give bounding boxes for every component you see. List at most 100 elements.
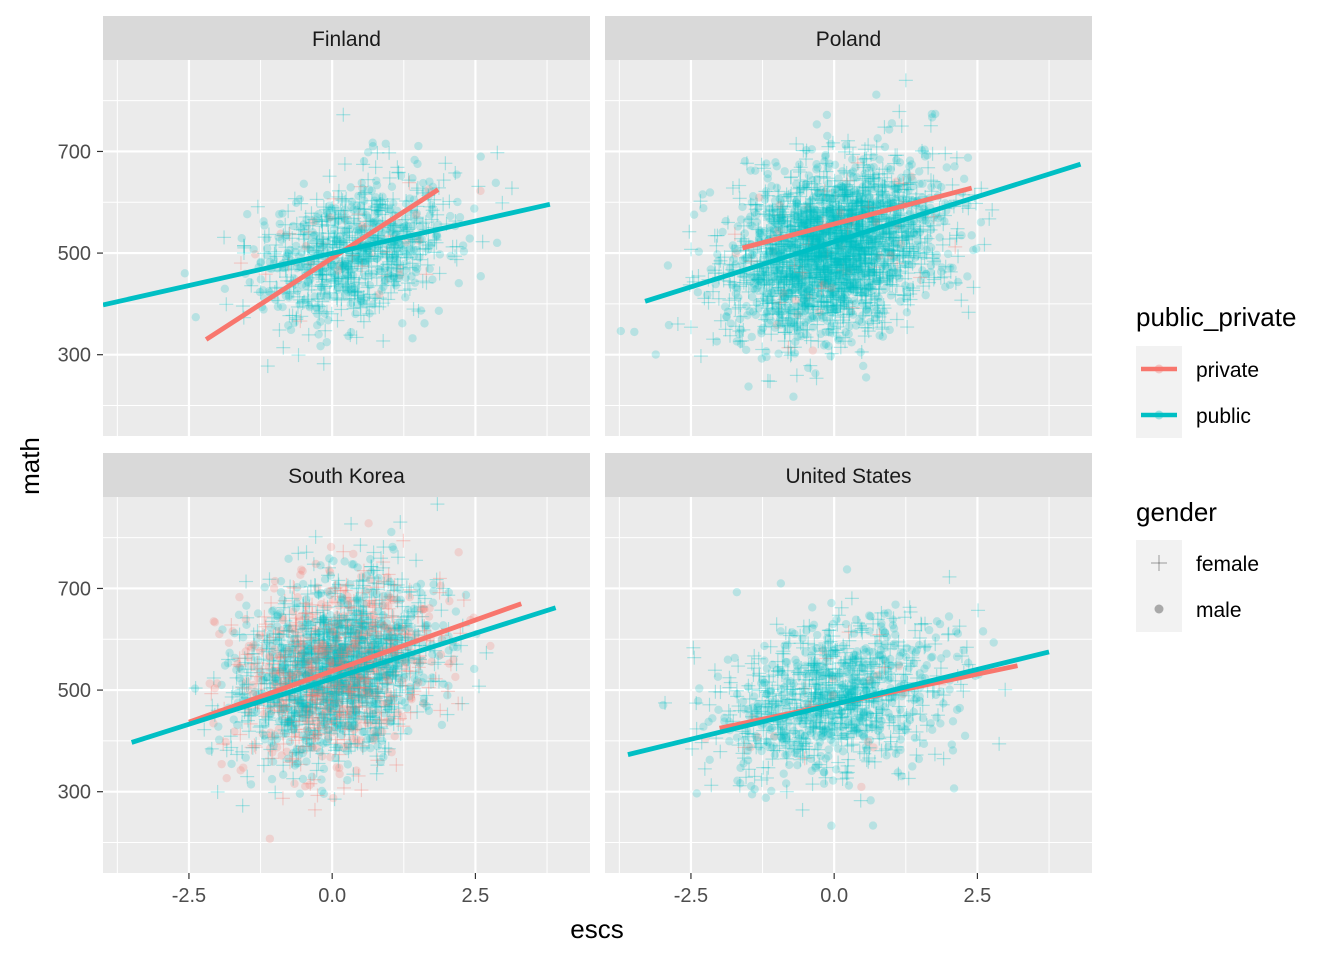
point-private-male xyxy=(411,210,421,220)
point-public-female xyxy=(805,191,820,206)
point-public-male xyxy=(354,223,363,232)
point-public-female xyxy=(269,249,284,264)
point-public-female xyxy=(337,221,352,236)
point-public-male xyxy=(782,190,792,200)
point-public-female xyxy=(332,235,347,250)
point-public-female xyxy=(316,274,331,289)
point-public-male xyxy=(410,155,419,165)
point-public-female xyxy=(842,275,857,290)
point-public-female xyxy=(315,272,330,287)
point-public-male xyxy=(813,189,823,198)
point-public-male xyxy=(785,223,795,233)
point-public-male xyxy=(398,319,407,328)
point-public-female xyxy=(828,304,843,319)
point-public-female xyxy=(314,279,329,294)
point-public-female xyxy=(767,208,782,223)
point-public-female xyxy=(293,222,308,237)
point-public-male xyxy=(806,213,815,222)
point-public-female xyxy=(351,288,366,303)
point-public-male xyxy=(455,213,465,222)
point-public-male xyxy=(331,204,340,213)
point-public-female xyxy=(328,229,343,244)
point-public-female xyxy=(318,279,333,294)
point-public-male xyxy=(352,217,361,227)
point-public-male xyxy=(777,217,787,226)
point-public-male xyxy=(351,309,360,319)
point-public-male xyxy=(306,275,315,284)
point-public-female xyxy=(778,297,793,312)
point-public-female xyxy=(801,299,816,314)
point-public-male xyxy=(316,283,326,292)
point-public-male xyxy=(363,246,373,255)
point-public-female xyxy=(354,264,369,279)
point-private-female xyxy=(850,155,865,170)
point-public-female xyxy=(820,248,835,263)
point-public-female xyxy=(844,272,859,287)
point-public-male xyxy=(867,256,876,265)
point-public-male xyxy=(839,194,849,203)
point-public-male xyxy=(950,162,959,171)
point-public-male xyxy=(243,209,252,219)
point-public-female xyxy=(297,294,312,309)
point-public-female xyxy=(449,239,464,254)
point-public-female xyxy=(830,319,845,334)
point-public-male xyxy=(434,306,444,315)
point-public-female xyxy=(828,246,843,261)
point-public-male xyxy=(335,232,345,241)
point-public-female xyxy=(412,235,427,250)
point-public-male xyxy=(361,272,370,281)
point-public-female xyxy=(309,236,324,251)
point-public-female xyxy=(342,228,357,243)
point-public-female xyxy=(319,272,334,287)
point-public-male xyxy=(316,317,325,326)
point-public-male xyxy=(340,213,349,223)
point-public-male xyxy=(866,163,875,172)
point-public-male xyxy=(354,254,364,264)
point-public-female xyxy=(312,306,327,321)
point-public-female xyxy=(389,247,404,262)
point-public-female xyxy=(340,280,355,295)
point-public-female xyxy=(319,212,334,227)
point-public-male xyxy=(366,217,375,226)
point-public-male xyxy=(352,255,362,264)
point-public-male xyxy=(386,222,395,232)
point-public-male xyxy=(326,267,336,277)
point-public-female xyxy=(807,176,822,191)
point-public-male xyxy=(354,228,363,237)
point-public-female xyxy=(301,327,316,342)
point-public-male xyxy=(903,221,913,230)
point-public-female xyxy=(856,160,871,175)
point-public-female xyxy=(373,246,388,261)
point-public-female xyxy=(314,214,329,229)
point-public-female xyxy=(253,285,268,300)
point-public-female xyxy=(442,194,457,209)
point-public-female xyxy=(863,171,878,186)
point-public-female xyxy=(364,266,379,281)
point-public-male xyxy=(803,270,812,279)
point-public-male xyxy=(780,275,789,284)
point-public-male xyxy=(334,283,343,292)
point-public-female xyxy=(855,193,870,208)
point-public-female xyxy=(385,249,400,264)
point-private-male xyxy=(301,242,311,251)
point-public-male xyxy=(401,199,411,209)
point-public-male xyxy=(895,158,905,167)
point-public-male xyxy=(351,250,361,260)
point-public-female xyxy=(320,209,335,224)
point-public-male xyxy=(348,282,357,292)
point-public-female xyxy=(821,299,836,314)
point-public-female xyxy=(356,314,371,329)
point-public-male xyxy=(804,254,813,264)
point-public-female xyxy=(391,165,406,180)
point-public-male xyxy=(889,267,899,276)
point-public-male xyxy=(362,292,372,302)
point-public-male xyxy=(313,213,322,222)
point-public-female xyxy=(279,270,294,285)
point-public-female xyxy=(257,246,272,261)
point-public-male xyxy=(838,242,847,251)
point-public-male xyxy=(752,275,761,285)
point-public-female xyxy=(235,299,250,314)
point-public-female xyxy=(819,205,834,220)
point-public-female xyxy=(896,249,911,264)
point-public-male xyxy=(330,292,339,301)
